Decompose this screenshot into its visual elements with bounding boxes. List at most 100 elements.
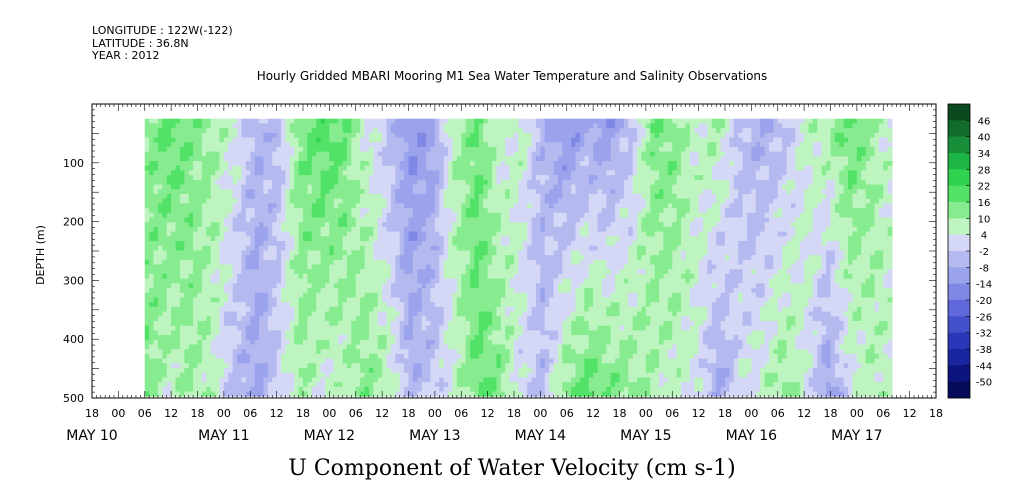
heatmap-cell: [364, 264, 370, 270]
heatmap-cell: [285, 128, 291, 134]
heatmap-cell: [289, 306, 295, 312]
heatmap-cell: [377, 250, 383, 256]
heatmap-cell: [364, 189, 370, 195]
heatmap-cell: [184, 151, 190, 157]
heatmap-cell: [500, 156, 506, 162]
heatmap-cell: [439, 222, 445, 228]
heatmap-cell: [320, 363, 326, 369]
heatmap-cell: [329, 170, 335, 176]
heatmap-cell: [320, 175, 326, 181]
heatmap-cell: [443, 302, 449, 308]
heatmap-cell: [316, 273, 321, 280]
heatmap-cell: [166, 189, 172, 195]
heatmap-cell: [263, 236, 269, 242]
heatmap-cell: [351, 377, 357, 383]
heatmap-cell: [210, 283, 216, 289]
heatmap-cell: [465, 335, 471, 341]
heatmap-cell: [201, 363, 207, 369]
heatmap-cell: [184, 217, 190, 223]
heatmap-cell: [210, 335, 216, 341]
heatmap-cell: [285, 245, 291, 251]
heatmap-cell: [448, 311, 453, 317]
heatmap-cell: [171, 363, 176, 369]
heatmap-cell: [245, 212, 251, 218]
heatmap-cell: [215, 316, 220, 322]
heatmap-cell: [285, 259, 291, 265]
heatmap-cell: [368, 363, 374, 369]
heatmap-cell: [474, 302, 480, 308]
heatmap-cell: [386, 165, 392, 171]
heatmap-cell: [232, 245, 238, 251]
heatmap-cell: [294, 245, 300, 251]
heatmap-cell: [412, 264, 418, 270]
heatmap-cell: [443, 358, 449, 364]
heatmap-cell: [461, 146, 467, 153]
heatmap-cell: [496, 372, 502, 378]
heatmap-cell: [157, 269, 163, 275]
heatmap-cell: [307, 264, 313, 270]
heatmap-cell: [289, 344, 295, 350]
heatmap-cell: [448, 363, 453, 369]
heatmap-cell: [465, 273, 471, 280]
heatmap-cell: [298, 339, 304, 345]
heatmap-cell: [421, 335, 427, 341]
heatmap-cell: [171, 264, 176, 270]
heatmap-cell: [294, 311, 300, 317]
heatmap-cell: [215, 193, 220, 200]
heatmap-cell: [254, 212, 260, 218]
heatmap-cell: [316, 222, 321, 228]
heatmap-cell: [232, 353, 238, 359]
heatmap-cell: [281, 320, 286, 327]
heatmap-cell: [171, 118, 176, 124]
heatmap-cell: [157, 311, 163, 317]
heatmap-cell: [223, 292, 229, 298]
heatmap-cell: [166, 222, 172, 228]
heatmap-cell: [237, 208, 242, 214]
heatmap-cell: [193, 292, 198, 298]
heatmap-cell: [237, 255, 242, 261]
heatmap-cell: [430, 344, 436, 350]
heatmap-cell: [412, 273, 418, 280]
heatmap-cell: [430, 320, 436, 327]
heatmap-cell: [184, 250, 190, 256]
heatmap-cell: [452, 259, 458, 265]
heatmap-cell: [294, 236, 300, 242]
heatmap-cell: [276, 306, 282, 312]
heatmap-cell: [500, 146, 506, 153]
heatmap-cell: [219, 226, 225, 232]
heatmap-cell: [452, 325, 458, 331]
heatmap-cell: [329, 151, 335, 157]
heatmap-cell: [311, 278, 317, 284]
heatmap-cell: [316, 217, 321, 223]
heatmap-cell: [461, 297, 467, 303]
heatmap-cell: [439, 330, 445, 336]
heatmap-cell: [232, 189, 238, 195]
heatmap-cell: [316, 335, 321, 341]
heatmap-cell: [289, 184, 295, 190]
heatmap-cell: [408, 208, 414, 214]
heatmap-cell: [206, 311, 212, 317]
heatmap-cell: [267, 325, 273, 331]
heatmap-cell: [395, 189, 401, 195]
heatmap-cell: [360, 264, 365, 270]
heatmap-cell: [171, 372, 176, 378]
heatmap-cell: [360, 179, 365, 185]
heatmap-cell: [307, 320, 313, 327]
heatmap-cell: [285, 288, 291, 294]
heatmap-cell: [474, 151, 480, 157]
heatmap-cell: [496, 156, 502, 162]
heatmap-cell: [237, 203, 242, 209]
heatmap-cell: [303, 330, 308, 336]
heatmap-cell: [250, 288, 256, 294]
heatmap-cell: [395, 245, 401, 251]
heatmap-cell: [461, 288, 467, 294]
heatmap-cell: [355, 311, 361, 317]
heatmap-cell: [368, 358, 374, 364]
heatmap-cell: [237, 316, 242, 322]
heatmap-cell: [311, 179, 317, 185]
heatmap-cell: [395, 335, 401, 341]
heatmap-cell: [153, 241, 159, 247]
heatmap-cell: [355, 377, 361, 383]
heatmap-cell: [215, 344, 220, 350]
heatmap-cell: [509, 316, 515, 322]
